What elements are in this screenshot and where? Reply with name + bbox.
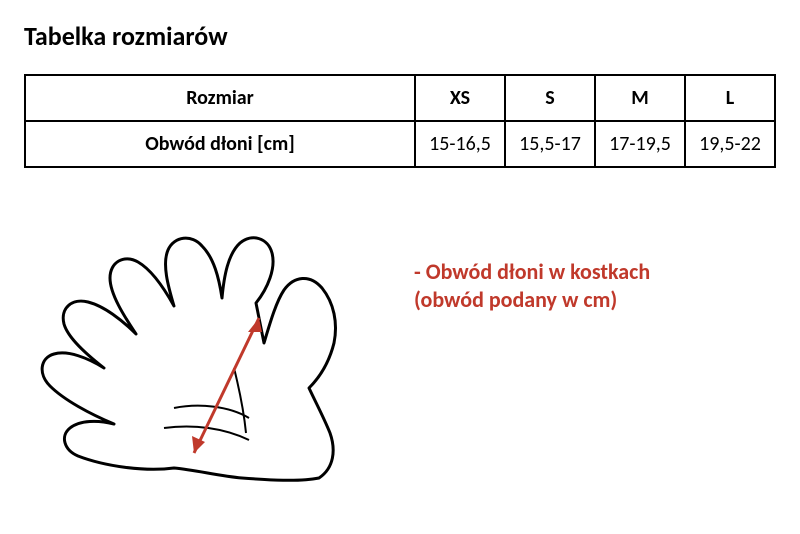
header-s: S — [505, 75, 595, 121]
header-xs: XS — [415, 75, 505, 121]
cell-s: 15,5-17 — [505, 121, 595, 167]
legend-line2: (obwód podany w cm) — [414, 286, 650, 314]
table-row: Obwód dłoni [cm] 15-16,5 15,5-17 17-19,5… — [25, 121, 775, 167]
legend-line1: - Obwód dłoni w kostkach — [414, 258, 650, 286]
table-row: Rozmiar XS S M L — [25, 75, 775, 121]
hand-diagram — [24, 228, 404, 488]
header-m: M — [595, 75, 685, 121]
cell-l: 19,5-22 — [685, 121, 775, 167]
cell-m: 17-19,5 — [595, 121, 685, 167]
legend: - Obwód dłoni w kostkach (obwód podany w… — [414, 258, 650, 313]
size-table: Rozmiar XS S M L Obwód dłoni [cm] 15-16,… — [24, 74, 776, 168]
hand-icon — [24, 228, 404, 488]
header-label: Rozmiar — [25, 75, 415, 121]
page-title: Tabelka rozmiarów — [24, 20, 776, 52]
header-l: L — [685, 75, 775, 121]
row-label: Obwód dłoni [cm] — [25, 121, 415, 167]
cell-xs: 15-16,5 — [415, 121, 505, 167]
